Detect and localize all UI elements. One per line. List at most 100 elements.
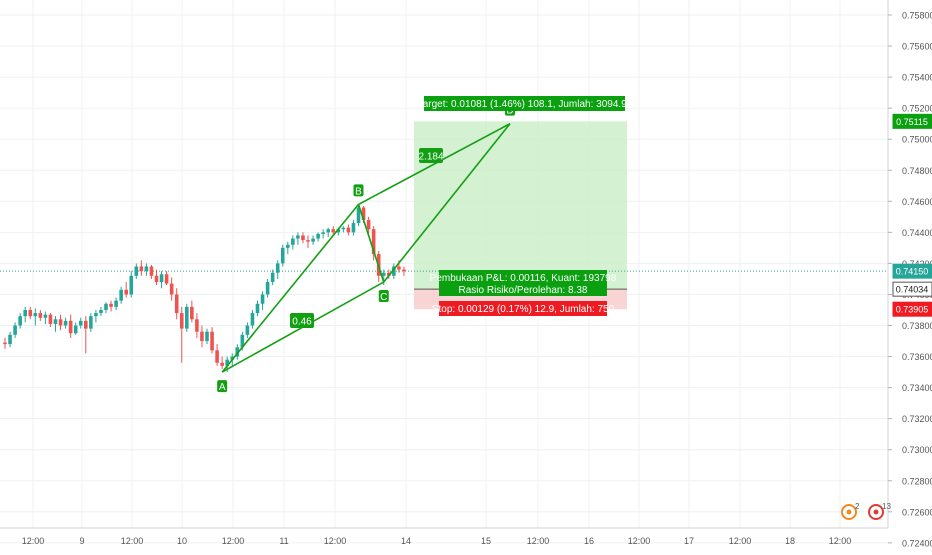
- price-tag-target: [892, 113, 932, 129]
- pattern-point-c: [378, 290, 389, 303]
- y-tick-label: 0.73800: [902, 321, 932, 331]
- candle-body: [291, 238, 295, 245]
- pattern-line: [357, 204, 385, 283]
- x-tick-label: 10: [177, 536, 187, 546]
- pattern-point-b: [353, 184, 364, 197]
- ratio-bd: [419, 148, 443, 163]
- events-icon-count: 2: [855, 502, 860, 511]
- candle-body: [159, 274, 164, 283]
- price-tag-current-text: 0.74150: [896, 267, 929, 277]
- y-tick-label: 0.75200: [902, 104, 932, 114]
- x-tick-label: 12:00: [527, 536, 550, 546]
- candle-body: [270, 272, 275, 283]
- pattern-point-label: C: [380, 292, 387, 303]
- candle-body: [99, 309, 103, 314]
- candle-body: [397, 266, 401, 270]
- open-pnl-text: Pembukaan P&L: 0.00116, Kuant: 193798: [430, 273, 617, 284]
- candle-body: [38, 313, 43, 318]
- candle-body: [129, 275, 134, 295]
- candle-body: [43, 314, 48, 318]
- candle-body: [346, 227, 351, 233]
- candle-body: [200, 331, 204, 342]
- candle-body: [366, 219, 371, 230]
- candle-body: [265, 282, 270, 295]
- candle-body: [195, 319, 199, 332]
- pattern-line: [221, 203, 360, 373]
- x-tick-label: 9: [79, 536, 84, 546]
- candle-body: [326, 229, 330, 233]
- candle-body: [68, 320, 73, 334]
- x-tick-label: 12:00: [222, 536, 245, 546]
- x-tick-label: 11: [279, 536, 288, 546]
- y-tick-label: 0.72400: [902, 538, 932, 548]
- dividends-icon-count: 13: [882, 502, 891, 511]
- candle-body: [3, 342, 7, 345]
- stop-label-text: Stop: 0.00129 (0.17%) 12.9, Jumlah: 750: [432, 304, 615, 315]
- price-tag-entry: [892, 281, 932, 297]
- candle-body: [8, 334, 12, 345]
- candle-body: [78, 320, 83, 326]
- candle-body: [154, 275, 159, 283]
- price-tag-stop-text: 0.73905: [896, 305, 929, 315]
- candle-body: [28, 309, 33, 317]
- x-tick-label: 12:00: [829, 536, 852, 546]
- candle-body: [58, 319, 63, 326]
- y-tick-label: 0.75800: [902, 11, 932, 21]
- y-tick-label: 0.75600: [902, 42, 932, 52]
- candle-body: [174, 294, 179, 314]
- candle-body: [255, 303, 260, 314]
- candle-body: [230, 356, 235, 360]
- candle-body: [280, 247, 285, 264]
- candle-body: [205, 331, 209, 342]
- candle-body: [124, 289, 128, 295]
- y-tick-label: 0.74400: [902, 228, 932, 238]
- candle-body: [215, 350, 219, 363]
- stop-label: [439, 301, 607, 316]
- candle-body: [336, 229, 341, 233]
- candle-body: [286, 244, 290, 248]
- y-tick-label: 0.73200: [902, 414, 932, 424]
- candle-body: [296, 235, 300, 239]
- candle-body: [245, 325, 250, 335]
- candle-body: [387, 272, 391, 276]
- x-tick-label: 15: [481, 536, 491, 546]
- open-pnl-label: [439, 270, 607, 296]
- pattern-line: [358, 122, 511, 206]
- candle-body: [235, 347, 240, 357]
- pattern-line: [383, 123, 511, 283]
- y-tick-label: 0.74800: [902, 166, 932, 176]
- candle-body: [119, 289, 123, 301]
- candle-body: [275, 263, 280, 273]
- candle-body: [220, 362, 224, 366]
- candle-body: [392, 266, 396, 276]
- x-tick-label: 12:00: [121, 536, 144, 546]
- candle-body: [321, 232, 325, 234]
- x-tick-label: 12:00: [22, 536, 45, 546]
- pattern-point-a: [217, 380, 228, 393]
- dividends-icon-dot: [873, 509, 879, 515]
- candle-body: [33, 313, 38, 317]
- candle-body: [114, 300, 118, 307]
- candle-body: [225, 359, 229, 366]
- candle-body: [361, 207, 366, 220]
- candle-body: [18, 316, 22, 326]
- candle-body: [240, 334, 245, 348]
- profit-zone: [414, 121, 627, 290]
- y-tick-label: 0.75400: [902, 73, 932, 83]
- candle-body: [356, 207, 361, 224]
- events-icon-dot: [846, 509, 852, 515]
- candle-body: [13, 325, 17, 335]
- candle-body: [169, 283, 174, 295]
- candle-body: [164, 274, 169, 284]
- target-label-text: Target: 0.01081 (1.46%) 108.1, Jumlah: 3…: [418, 99, 633, 110]
- x-tick-label: 14: [401, 536, 411, 546]
- candle-body: [185, 306, 189, 329]
- risk-reward-text: Rasio Risiko/Perolehan: 8.38: [459, 285, 588, 296]
- candle-body: [89, 316, 93, 329]
- candle-body: [250, 313, 255, 326]
- candle-body: [331, 229, 336, 233]
- x-tick-label: 18: [785, 536, 795, 546]
- candle-body: [260, 294, 265, 304]
